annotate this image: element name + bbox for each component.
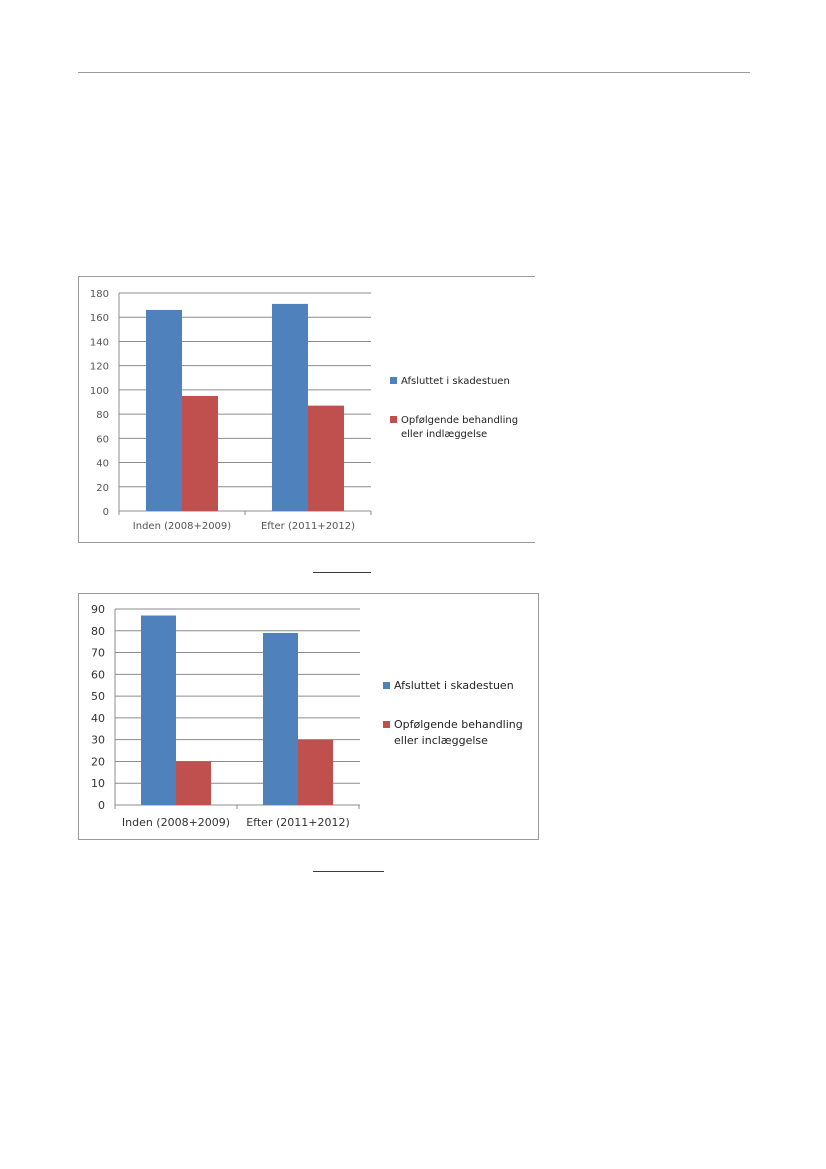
- y-tick-label: 100: [90, 386, 109, 397]
- bar-chart-2: 0 10 20 30 40 50 60 70 80 90 Inden (2008+2009) Efte…: [78, 593, 539, 840]
- bar-opfoelgende: [176, 761, 211, 805]
- y-tick-label: 0: [98, 799, 105, 812]
- figure-caption-rule-2: [313, 871, 384, 872]
- bar-chart-1: 0 20 40 60 80 100 120 140 160 180 Inden (2008+2009…: [78, 276, 535, 543]
- bar-opfoelgende: [308, 405, 344, 511]
- legend-swatch: [383, 682, 390, 689]
- bar-afsluttet: [272, 303, 308, 511]
- y-tick-label: 80: [91, 625, 105, 638]
- chart-2-svg: 0 10 20 30 40 50 60 70 80 90 Inden (2008+2009) Efte…: [91, 603, 523, 829]
- y-tick-label: 70: [91, 647, 105, 660]
- bar-afsluttet: [263, 632, 298, 805]
- chart-1-svg: 0 20 40 60 80 100 120 140 160 180 Inden (2008+2009…: [90, 289, 518, 532]
- bar-afsluttet: [141, 615, 176, 805]
- y-tick-label: 40: [96, 459, 109, 470]
- y-tick-label: 90: [91, 603, 105, 616]
- y-tick-label: 140: [90, 337, 109, 348]
- legend-label: Opfølgende behandling eller indlæggelse: [401, 415, 518, 440]
- x-category-label: Inden (2008+2009): [122, 816, 230, 829]
- y-tick-label: 20: [96, 483, 109, 494]
- y-tick-label: 120: [90, 362, 109, 373]
- x-category-label: Inden (2008+2009): [133, 521, 231, 532]
- legend-label: Afsluttet i skadestuen: [394, 679, 514, 692]
- y-tick-label: 10: [91, 777, 105, 790]
- legend-label: Opfølgende behandling eller inclæggelse: [394, 718, 523, 747]
- legend-swatch: [383, 721, 390, 728]
- bar-afsluttet: [146, 309, 182, 511]
- y-tick-label: 40: [91, 712, 105, 725]
- y-tick-label: 50: [91, 690, 105, 703]
- x-category-label: Efter (2011+2012): [246, 816, 350, 829]
- x-category-label: Efter (2011+2012): [261, 521, 355, 532]
- y-tick-label: 180: [90, 289, 109, 300]
- header-rule: [78, 72, 750, 73]
- legend-swatch: [390, 416, 397, 423]
- y-tick-label: 60: [91, 668, 105, 681]
- bar-opfoelgende: [182, 395, 218, 511]
- figure-caption-rule-1: [313, 572, 371, 573]
- y-tick-label: 20: [91, 755, 105, 768]
- legend-swatch: [390, 377, 397, 384]
- bar-opfoelgende: [298, 739, 333, 805]
- y-tick-label: 80: [96, 410, 109, 421]
- y-tick-label: 160: [90, 313, 109, 324]
- legend-label: Afsluttet i skadestuen: [401, 376, 510, 387]
- y-tick-label: 0: [103, 507, 109, 518]
- y-tick-label: 60: [96, 434, 109, 445]
- y-tick-label: 30: [91, 734, 105, 747]
